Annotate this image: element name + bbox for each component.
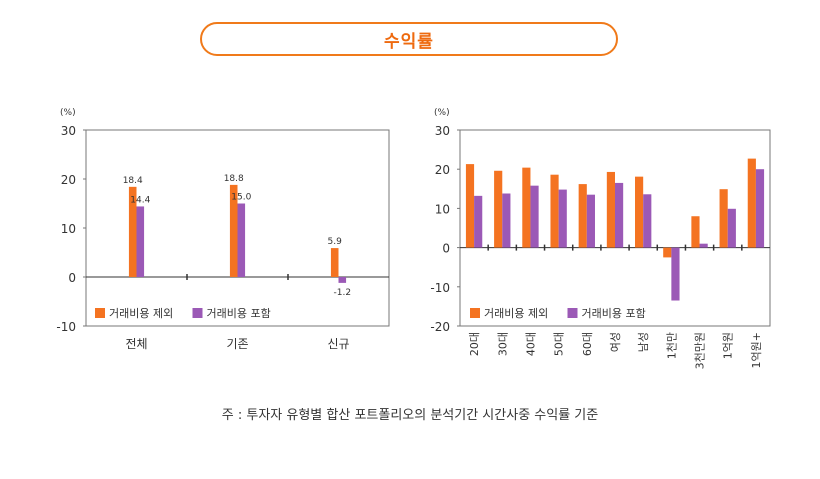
legend-swatch	[567, 308, 578, 318]
x-tick-label: 기존	[226, 337, 248, 351]
bar-incl	[615, 182, 624, 248]
x-tick-label: 50대	[553, 332, 566, 356]
bar-incl	[338, 277, 347, 283]
data-label: 18.8	[224, 174, 244, 184]
bar-excl	[606, 171, 615, 248]
x-tick-label: 남성	[637, 332, 650, 352]
data-label: 18.4	[123, 176, 143, 186]
bar-incl	[558, 189, 567, 248]
y-tick-label: 0	[442, 242, 450, 256]
footnote: 주 : 투자자 유형별 합산 포트폴리오의 분석기간 시간사중 수익률 기준	[221, 408, 599, 423]
data-label: -1.2	[334, 288, 352, 298]
x-tick-label: 전체	[125, 337, 147, 351]
unit-label: (%)	[434, 108, 450, 118]
x-tick-label: 40대	[524, 332, 537, 356]
bar-incl	[474, 195, 483, 248]
bar-excl	[494, 170, 503, 248]
bar-excl	[747, 158, 756, 248]
bar-excl	[229, 184, 238, 277]
y-tick-label: 10	[61, 222, 76, 236]
y-tick-label: 0	[68, 271, 76, 285]
y-tick-label: 20	[61, 173, 76, 187]
data-label: 14.4	[130, 195, 150, 205]
y-tick-label: -20	[430, 320, 450, 334]
bar-excl	[465, 164, 475, 248]
legend-label: 거래비용 제외	[484, 307, 548, 320]
bar-excl	[719, 189, 728, 248]
plot-frame	[459, 129, 771, 327]
bar-excl	[330, 248, 339, 277]
bar-incl	[699, 243, 708, 248]
legend-swatch	[192, 308, 203, 318]
bar-excl	[522, 167, 531, 248]
y-tick-label: 10	[435, 202, 450, 216]
data-label: 5.9	[328, 237, 343, 247]
y-tick-label: 30	[61, 124, 76, 138]
legend-swatch	[95, 308, 105, 318]
bar-incl	[237, 203, 246, 277]
y-tick-label: 30	[435, 124, 450, 138]
bar-excl	[663, 247, 672, 258]
legend-label: 거래비용 제외	[109, 307, 173, 320]
x-tick-label: 1억원+	[750, 332, 763, 368]
bar-excl	[635, 176, 644, 248]
x-tick-label: 1천만	[664, 332, 678, 359]
bar-excl	[691, 216, 700, 248]
bar-incl	[671, 247, 680, 301]
y-tick-label: -10	[56, 320, 76, 334]
bar-incl	[586, 194, 595, 248]
bar-excl	[550, 174, 559, 248]
data-label: 15.0	[231, 193, 251, 203]
unit-label: (%)	[60, 108, 76, 118]
bar-incl	[502, 193, 511, 248]
legend-label: 거래비용 포함	[582, 307, 646, 320]
legend-swatch	[470, 308, 480, 318]
x-tick-label: 1억원	[722, 332, 735, 359]
bar-incl	[643, 194, 652, 248]
legend-label: 거래비용 포함	[207, 307, 271, 320]
x-tick-label: 여성	[609, 332, 622, 352]
x-tick-label: 신규	[327, 337, 349, 351]
bar-incl	[136, 206, 145, 277]
y-tick-label: 20	[435, 163, 450, 177]
bar-incl	[530, 185, 539, 248]
x-tick-label: 3천만원	[693, 332, 707, 369]
x-tick-label: 20대	[468, 332, 481, 356]
bar-excl	[578, 184, 587, 248]
section-title: 수익률	[200, 22, 618, 56]
x-tick-label: 30대	[496, 332, 509, 356]
x-tick-label: 60대	[581, 332, 594, 356]
bar-incl	[755, 169, 765, 248]
bar-incl	[727, 208, 736, 248]
y-tick-label: -10	[430, 281, 450, 295]
bar-excl	[128, 186, 137, 277]
